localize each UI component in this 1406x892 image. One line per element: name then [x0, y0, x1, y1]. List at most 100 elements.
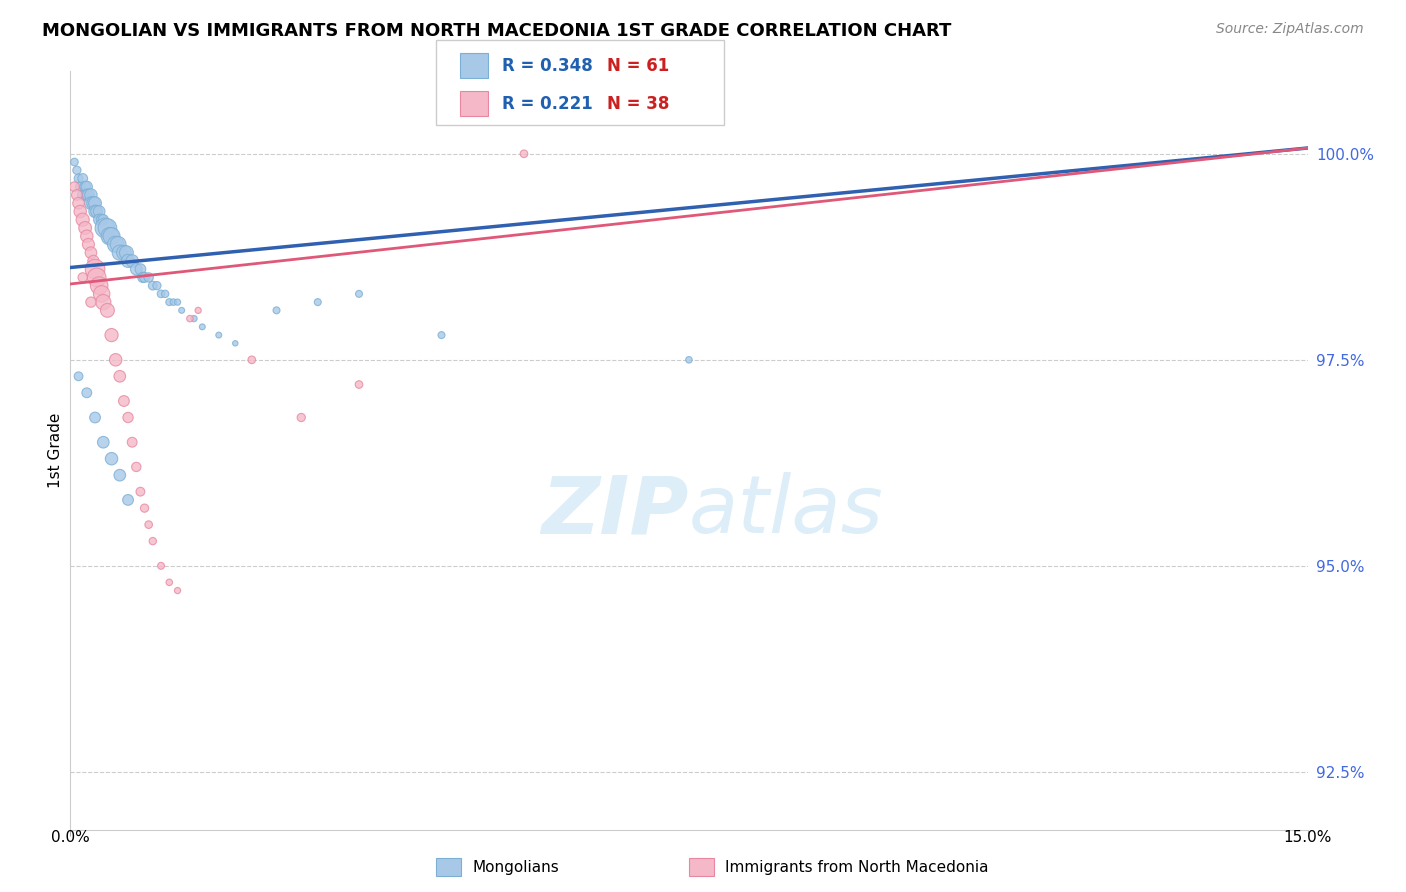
Point [107, 237, 129, 252]
Text: 0.0%: 0.0% [51, 830, 90, 845]
Point [104, 352, 127, 367]
Point [108, 468, 131, 483]
Point [187, 303, 209, 318]
Text: atlas: atlas [689, 472, 884, 550]
Point [142, 278, 165, 293]
Point [96, 221, 118, 235]
Point [153, 286, 176, 301]
Text: R = 0.348: R = 0.348 [502, 57, 593, 75]
Point [134, 501, 156, 516]
Point [96, 303, 118, 318]
Point [84, 204, 107, 219]
Point [76, 179, 98, 194]
Point [86, 204, 108, 219]
Point [108, 369, 131, 384]
Point [100, 451, 122, 466]
Point [90, 212, 112, 227]
Point [84, 410, 107, 425]
Point [266, 303, 288, 318]
Point [86, 270, 108, 285]
Point [157, 575, 180, 590]
Point [84, 262, 107, 277]
Point [240, 352, 263, 367]
Text: MONGOLIAN VS IMMIGRANTS FROM NORTH MACEDONIA 1ST GRADE CORRELATION CHART: MONGOLIAN VS IMMIGRANTS FROM NORTH MACED… [42, 22, 952, 40]
Point [72, 270, 94, 285]
Point [67, 171, 90, 186]
Point [66, 163, 89, 178]
Point [89, 212, 111, 227]
Point [67, 196, 90, 211]
Point [69, 179, 91, 194]
Point [89, 278, 111, 293]
Point [80, 196, 103, 211]
Point [77, 188, 100, 202]
Text: R = 0.221: R = 0.221 [502, 95, 593, 112]
Point [75, 179, 97, 194]
Point [76, 188, 98, 202]
Point [80, 295, 103, 310]
Text: N = 61: N = 61 [607, 57, 669, 75]
Point [76, 385, 98, 400]
Point [82, 196, 104, 211]
Point [80, 188, 103, 202]
Point [678, 352, 700, 367]
Text: ZIP: ZIP [541, 472, 689, 550]
Point [84, 196, 107, 211]
Point [138, 270, 160, 285]
Point [347, 377, 370, 392]
Text: N = 38: N = 38 [607, 95, 669, 112]
Y-axis label: 1st Grade: 1st Grade [48, 413, 63, 488]
Point [117, 254, 139, 268]
Point [100, 328, 122, 343]
Point [150, 558, 173, 573]
Text: Immigrants from North Macedonia: Immigrants from North Macedonia [725, 860, 988, 874]
Point [91, 435, 114, 450]
Point [125, 459, 148, 474]
Point [91, 212, 114, 227]
Point [134, 270, 156, 285]
Point [191, 319, 214, 334]
Point [146, 278, 169, 293]
Point [94, 221, 117, 235]
Point [121, 435, 143, 450]
Point [104, 237, 127, 252]
Point [72, 188, 94, 202]
Point [98, 229, 121, 244]
Point [166, 583, 188, 598]
Point [307, 295, 329, 310]
Point [129, 484, 152, 499]
Point [347, 286, 370, 301]
Point [117, 492, 139, 507]
Point [69, 204, 91, 219]
Point [80, 245, 103, 260]
Point [132, 270, 155, 285]
Point [115, 245, 138, 260]
Point [157, 295, 180, 310]
Point [125, 262, 148, 277]
Point [100, 229, 122, 244]
Point [208, 328, 231, 343]
Point [112, 245, 135, 260]
Point [170, 303, 193, 318]
Point [183, 311, 205, 326]
Point [166, 295, 188, 310]
Point [96, 229, 118, 244]
Point [75, 221, 97, 235]
Point [513, 146, 536, 161]
Point [72, 171, 94, 186]
Text: Mongolians: Mongolians [472, 860, 560, 874]
Point [138, 517, 160, 532]
Point [112, 394, 135, 409]
Point [224, 336, 246, 351]
Point [89, 204, 111, 219]
Point [63, 179, 86, 194]
Point [90, 286, 112, 301]
Point [63, 155, 86, 169]
Point [430, 328, 453, 343]
Point [66, 188, 89, 202]
Point [82, 254, 104, 268]
Point [179, 311, 201, 326]
Point [290, 410, 312, 425]
Point [91, 295, 114, 310]
Text: Source: ZipAtlas.com: Source: ZipAtlas.com [1216, 22, 1364, 37]
